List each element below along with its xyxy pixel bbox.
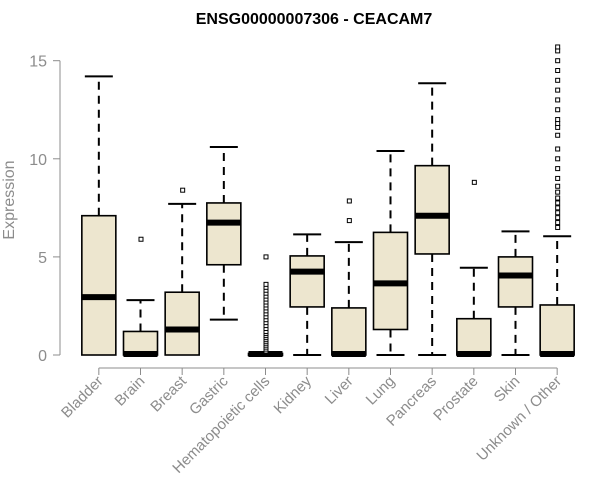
box-group <box>497 230 534 356</box>
y-tick-label: 5 <box>38 250 47 267</box>
box-group <box>247 254 284 358</box>
box-group <box>289 233 325 356</box>
box-group <box>164 187 200 356</box>
y-tick-label: 15 <box>29 54 47 71</box>
outlier-point <box>555 68 561 74</box>
outlier-point <box>555 124 561 130</box>
box-group <box>456 179 492 358</box>
outlier-point <box>471 179 477 185</box>
box-body <box>414 164 450 255</box>
outlier-point <box>555 189 561 195</box>
x-tick-label: Brain <box>112 373 149 410</box>
box-group <box>372 149 409 356</box>
x-tick-label: Breast <box>147 372 190 415</box>
outlier-point <box>555 175 561 181</box>
outlier-point <box>555 220 561 226</box>
outlier-point <box>555 205 561 211</box>
outlier-point <box>263 254 269 260</box>
outlier-point <box>555 183 561 189</box>
outlier-point <box>555 195 561 201</box>
y-axis-label: Expression <box>1 160 18 239</box>
outlier-point <box>555 58 561 64</box>
y-tick-label: 0 <box>38 348 47 365</box>
x-tick-label: Kidney <box>271 372 316 417</box>
outlier-point <box>555 200 561 206</box>
box-group <box>539 44 575 358</box>
x-tick-label: Liver <box>322 373 357 408</box>
box-body <box>331 307 367 356</box>
outlier-point <box>180 187 186 193</box>
box-body <box>456 317 492 356</box>
outlier-point <box>263 281 269 287</box>
outlier-point <box>555 107 561 113</box>
box-group <box>81 75 117 356</box>
outlier-point <box>555 166 561 172</box>
outlier-point <box>555 156 561 162</box>
box-body <box>206 202 242 266</box>
chart-title: ENSG00000007306 - CEACAM7 <box>196 11 433 28</box>
box-group <box>122 236 159 358</box>
outlier-point <box>555 215 561 221</box>
outlier-point <box>555 120 561 126</box>
y-tick-label: 10 <box>29 152 47 169</box>
box-body <box>164 291 200 356</box>
box-body <box>539 304 575 356</box>
box-group <box>206 146 242 321</box>
box-body <box>81 214 117 356</box>
outlier-point <box>555 48 561 54</box>
box-group <box>414 82 450 356</box>
x-tick-label: Bladder <box>58 373 107 422</box>
plot-area <box>81 44 575 358</box>
outlier-point <box>555 224 561 230</box>
outlier-point <box>346 218 352 224</box>
outlier-point <box>555 87 561 93</box>
outlier-point <box>346 198 352 204</box>
outlier-point <box>138 236 144 242</box>
outlier-point <box>555 210 561 216</box>
outlier-point <box>555 146 561 152</box>
outlier-point <box>555 117 561 123</box>
outlier-point <box>555 44 561 50</box>
x-tick-label: Lung <box>363 373 399 409</box>
outlier-point <box>555 77 561 83</box>
x-tick-label: Prostate <box>430 373 482 425</box>
x-tick-label: Skin <box>491 373 524 406</box>
box-body <box>497 256 534 308</box>
box-group <box>331 198 367 358</box>
outlier-point <box>555 97 561 103</box>
box-body <box>289 255 325 308</box>
outlier-point <box>555 132 561 138</box>
